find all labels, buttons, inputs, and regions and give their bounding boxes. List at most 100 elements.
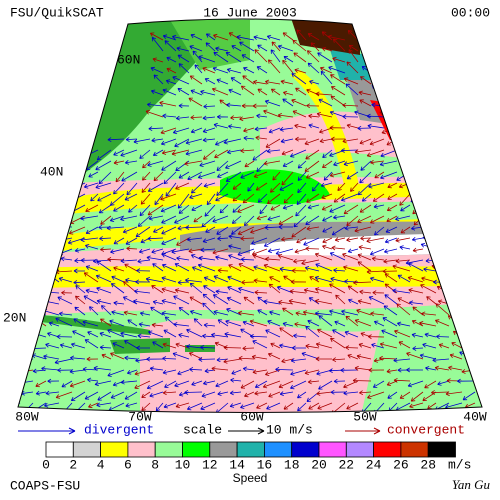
wind-arrow — [366, 269, 385, 275]
legend-divergent: divergent — [84, 422, 154, 437]
wind-arrow — [166, 67, 177, 74]
wind-arrow — [87, 331, 99, 338]
wind-arrow — [449, 204, 463, 211]
wind-arrow — [359, 171, 372, 184]
wind-arrow — [89, 306, 99, 316]
wind-arrow — [211, 332, 229, 338]
wind-arrow — [409, 402, 424, 409]
wind-arrow — [400, 226, 411, 234]
wind-arrow — [191, 380, 203, 386]
wind-arrow — [252, 340, 268, 349]
wind-arrow — [279, 343, 294, 349]
wind-arrow — [140, 193, 151, 205]
wind-arrow — [189, 310, 203, 316]
wind-arrow — [135, 226, 151, 238]
wind-arrow — [373, 358, 385, 363]
wind-arrow — [344, 330, 359, 338]
wind-arrow — [225, 52, 242, 63]
wind-arrow — [38, 215, 47, 224]
wind-arrow — [18, 193, 21, 201]
wind-arrow — [315, 342, 333, 349]
wind-arrow — [202, 302, 216, 316]
wind-arrow — [412, 346, 424, 351]
wind-arrow — [18, 269, 34, 274]
wind-arrow — [380, 149, 398, 158]
wind-arrow — [20, 171, 34, 178]
colorbar-tick-label: 4 — [97, 457, 105, 472]
wind-arrow — [289, 149, 307, 158]
wind-arrow — [294, 123, 307, 129]
wind-arrow — [126, 246, 138, 251]
wind-arrow — [178, 204, 190, 214]
wind-arrow — [240, 380, 255, 389]
wind-arrow — [263, 237, 281, 247]
wind-arrow — [69, 369, 86, 374]
wind-arrow — [281, 171, 294, 186]
wind-arrow — [357, 253, 372, 261]
wind-arrow — [202, 137, 216, 143]
wind-arrow — [360, 160, 372, 171]
wind-arrow — [257, 309, 268, 316]
wind-arrow — [127, 319, 138, 327]
wind-arrow — [203, 380, 216, 386]
wind-arrow — [458, 333, 476, 339]
wind-arrow — [161, 299, 177, 305]
wind-arrow — [361, 45, 372, 52]
wind-arrow — [21, 246, 34, 252]
wind-arrow — [384, 74, 398, 85]
wind-arrow — [466, 297, 476, 305]
wind-arrow — [309, 79, 320, 85]
wind-arrow — [451, 137, 463, 142]
wind-arrow — [161, 287, 177, 294]
wind-arrow — [374, 226, 385, 236]
wind-arrow — [265, 138, 281, 148]
wind-arrow — [162, 390, 177, 396]
wind-arrow — [191, 182, 203, 194]
colorbar-tick-label: 12 — [202, 457, 218, 472]
wind-arrow — [308, 123, 320, 129]
wind-arrow — [239, 41, 255, 52]
wind-arrow — [212, 294, 229, 305]
wind-arrow — [100, 215, 112, 225]
wind-arrow — [110, 283, 125, 294]
wind-arrow — [231, 45, 242, 52]
wind-arrow — [424, 160, 437, 167]
wind-arrow — [217, 236, 229, 241]
wind-arrow — [432, 357, 450, 363]
wind-arrow — [278, 300, 294, 305]
wind-arrow — [308, 402, 320, 410]
wind-arrow — [149, 32, 164, 41]
wind-arrow — [343, 77, 359, 85]
wind-arrow — [358, 90, 372, 96]
wind-arrow — [201, 215, 216, 228]
wind-arrow — [18, 289, 21, 295]
wind-arrow — [151, 248, 164, 254]
wind-arrow — [100, 318, 112, 327]
wind-arrow — [202, 115, 216, 121]
wind-arrow — [367, 334, 385, 340]
wind-arrow — [292, 39, 307, 52]
wind-arrow — [243, 215, 255, 226]
wind-arrow — [369, 215, 385, 224]
wind-arrow — [462, 171, 476, 178]
wind-arrow — [340, 148, 359, 153]
wind-arrow — [279, 391, 294, 396]
wind-arrow — [33, 193, 47, 201]
colorbar-tick-label: 14 — [229, 457, 245, 472]
wind-arrow — [99, 345, 112, 350]
wind-arrow — [63, 171, 73, 178]
wind-arrow — [219, 204, 229, 214]
wind-arrow — [307, 33, 320, 41]
wind-arrow — [281, 358, 294, 364]
wind-arrow — [462, 245, 476, 251]
wind-arrow — [254, 380, 268, 388]
wind-arrow — [58, 215, 73, 224]
wind-arrow — [301, 259, 320, 266]
wind-arrow — [449, 353, 463, 360]
wind-arrow — [124, 391, 138, 400]
lon-label: 80W — [15, 409, 39, 424]
wind-arrow — [45, 390, 60, 396]
wind-arrow — [174, 215, 190, 224]
wind-arrow — [394, 116, 411, 122]
wind-arrow — [197, 171, 216, 179]
